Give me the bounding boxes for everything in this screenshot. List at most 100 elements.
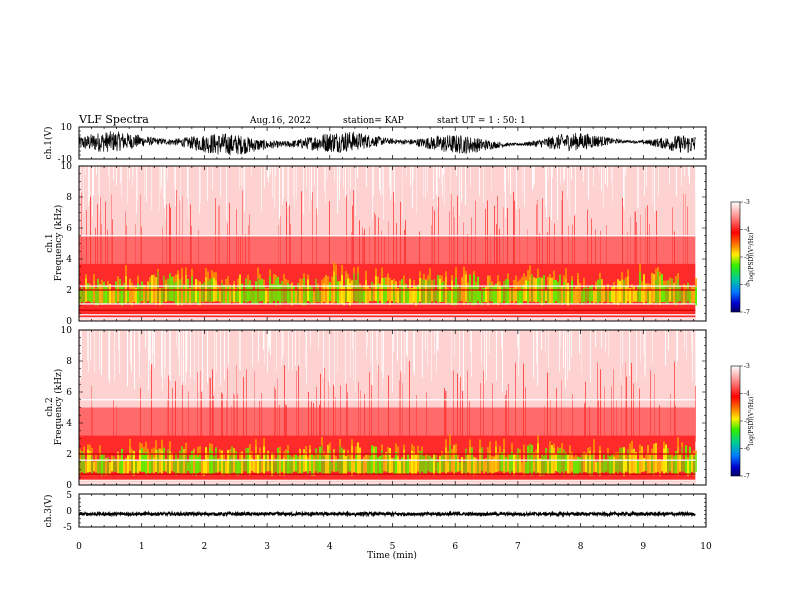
spec-orange	[429, 268, 431, 279]
spec-streak	[611, 166, 612, 182]
spec-low-band	[147, 281, 149, 301]
date-label: Aug.16, 2022	[249, 116, 311, 126]
spec-streak	[612, 166, 613, 202]
ch3-waveform-panel: 5 0 -5 ch.3(V)	[43, 491, 707, 533]
spec-low-band	[389, 288, 391, 306]
spec-low-band	[683, 289, 685, 304]
spec-streak	[165, 166, 166, 221]
spec-streak	[439, 166, 440, 179]
spec-streak	[436, 166, 437, 195]
spec-streak	[672, 207, 673, 270]
spec-low-band	[493, 285, 495, 305]
spec-low-band	[467, 453, 469, 473]
spec-orange	[269, 269, 271, 277]
spec-low-band	[103, 454, 105, 474]
spec-streak	[536, 330, 537, 364]
spec-low-band	[325, 454, 327, 475]
spec-low-band	[689, 288, 691, 304]
spec-streak	[165, 330, 166, 368]
spec-orange	[263, 438, 265, 447]
spec-low-band	[481, 447, 483, 472]
spec-orange	[457, 454, 459, 460]
spec-low-band	[557, 281, 559, 305]
spec-streak	[227, 223, 228, 270]
spec-streak	[620, 330, 621, 380]
spec-streak	[636, 330, 637, 383]
spec-low-band	[189, 287, 191, 305]
spec-low-band	[591, 284, 593, 302]
colorbar-tick-label: -4	[744, 227, 750, 234]
spec-low-band	[221, 282, 223, 304]
spec-low-band	[277, 447, 279, 476]
spec-orange	[553, 270, 555, 280]
spec-low-band	[353, 461, 355, 473]
spec-streak	[510, 166, 511, 195]
spec-orange	[157, 268, 159, 273]
spec-streak	[231, 405, 232, 442]
spec-orange	[425, 454, 427, 461]
spec-streak	[605, 166, 606, 184]
spec-streak	[138, 330, 139, 354]
spec-low-band	[399, 460, 401, 474]
spec-streak	[533, 166, 534, 187]
spec-low-band	[171, 452, 173, 472]
ch1-waveform-ticks	[78, 127, 707, 159]
spec-low-band	[455, 277, 457, 305]
spec-orange	[273, 273, 275, 285]
spec-orange	[467, 282, 469, 288]
spec-streak	[214, 330, 215, 389]
spec-low-band	[117, 451, 119, 474]
spec-orange	[677, 273, 679, 280]
spec-streak	[491, 166, 492, 191]
spec-streak	[343, 166, 344, 189]
spec-orange	[293, 454, 295, 458]
spec-low-band	[553, 279, 555, 304]
spec-low-band	[369, 455, 371, 475]
ch1-spectrogram-ylabel-freq: Frequency (kHz)	[53, 205, 64, 282]
spec-low-band	[477, 276, 479, 302]
spec-streak	[601, 166, 602, 192]
spec-low-band	[215, 280, 217, 302]
spec-streak	[303, 166, 304, 215]
spec-streak	[519, 208, 520, 270]
spec-streak	[281, 330, 282, 367]
spec-low-band	[667, 280, 669, 304]
spec-low-band	[365, 280, 367, 305]
spec-low-band	[665, 444, 667, 473]
spec-orange	[651, 448, 653, 456]
spec-orange	[615, 452, 617, 460]
spec-orange	[655, 268, 657, 280]
spec-low-band	[385, 284, 387, 303]
spec-streak	[164, 166, 165, 209]
spec-low-band	[619, 280, 621, 303]
spec-low-band	[135, 459, 137, 473]
spec-streak	[674, 361, 675, 442]
spec-streak	[359, 220, 360, 270]
spec-streak	[207, 166, 208, 201]
spec-low-band	[299, 285, 301, 304]
spec-streak	[675, 405, 676, 442]
spec-streak	[200, 166, 201, 204]
spec-streak	[427, 166, 428, 192]
spec-streak	[112, 219, 113, 270]
spec-streak	[239, 330, 240, 370]
spec-low-band	[541, 277, 543, 306]
spec-streak	[669, 166, 670, 185]
spec-streak	[427, 330, 428, 366]
spec-low-band	[673, 455, 675, 475]
spec-streak	[621, 385, 622, 442]
spec-streak	[507, 207, 508, 270]
spec-low-band	[693, 456, 695, 476]
spec-streak	[236, 209, 237, 270]
spec-orange	[197, 446, 199, 457]
spec-streak	[431, 225, 432, 270]
spec-orange	[147, 448, 149, 453]
spec-low-band	[287, 283, 289, 304]
spec-streak	[554, 223, 555, 270]
spec-low-band	[463, 461, 465, 473]
spec-low-band	[433, 279, 435, 305]
spec-low-band	[493, 456, 495, 473]
spec-low-band	[449, 445, 451, 472]
ch1-ylabel-line1: ch.1	[45, 233, 55, 252]
spec-streak	[367, 330, 368, 347]
